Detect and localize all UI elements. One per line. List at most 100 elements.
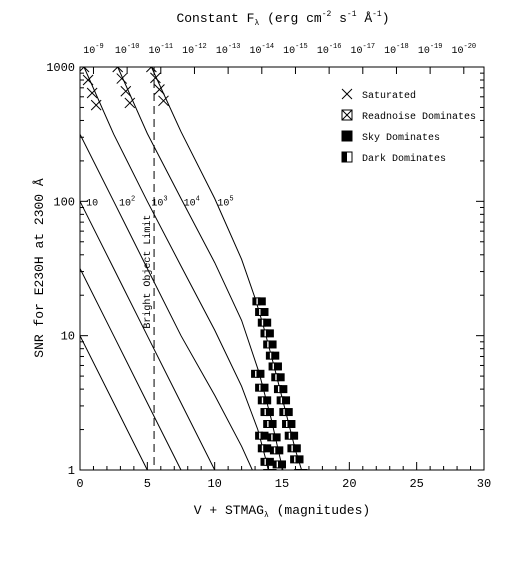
legend-cross-icon xyxy=(341,88,353,100)
curve-label: 10 xyxy=(86,198,98,209)
sky-marker xyxy=(263,396,272,405)
sky-marker xyxy=(265,408,274,417)
saturated-marker-stroke xyxy=(146,67,153,73)
sky-marker xyxy=(256,369,265,378)
top-axis-tick-exp: -11 xyxy=(161,43,174,51)
curve-label-base: 10 xyxy=(184,198,196,209)
top-axis-tick-label: 10-17 xyxy=(350,43,375,57)
sky-marker xyxy=(290,431,299,440)
top-axis-tick-exp: -18 xyxy=(396,43,409,51)
legend-label: Saturated xyxy=(362,90,416,102)
top-axis-units-c: Å xyxy=(357,11,373,26)
saturated-marker xyxy=(82,74,94,86)
top-axis-tick-base: 10 xyxy=(317,46,329,57)
series-line xyxy=(117,67,284,470)
curve-label: 102 xyxy=(119,195,135,209)
curve-label-base: 10 xyxy=(217,198,229,209)
dark-marker-fill xyxy=(251,370,256,378)
top-axis-tick-label: 10-19 xyxy=(418,43,443,57)
dark-marker-fill xyxy=(260,408,265,416)
saturated-marker-stroke xyxy=(82,74,94,86)
legend-label: Readnoise Dominates xyxy=(362,111,476,123)
saturated-marker-stroke xyxy=(158,95,169,107)
x-tick-label: 10 xyxy=(207,477,221,491)
legend-item: Readnoise Dominates xyxy=(341,109,476,123)
legend-star-icon xyxy=(341,109,353,121)
x-axis-label-tail: (magnitudes) xyxy=(269,503,370,518)
sky-marker xyxy=(299,468,308,470)
legend-half-square-icon xyxy=(342,152,347,162)
sky-marker xyxy=(278,460,286,469)
sky-marker xyxy=(271,351,280,360)
saturated-marker-stroke xyxy=(112,67,119,73)
dark-marker-fill xyxy=(266,352,270,360)
x-tick-label: 25 xyxy=(409,477,423,491)
x-tick-label: 5 xyxy=(144,477,151,491)
dark-marker-fill xyxy=(255,308,260,316)
sky-marker xyxy=(268,468,277,470)
top-axis-label-prefix: Constant F xyxy=(176,11,254,26)
dark-marker-fill xyxy=(279,408,284,416)
curve-label-base: 10 xyxy=(86,198,98,209)
legend-label: Dark Dominates xyxy=(362,153,446,165)
dark-marker-fill xyxy=(282,420,287,428)
saturated-marker xyxy=(154,84,165,95)
top-axis-tick-base: 10 xyxy=(451,46,463,57)
legend-filled-square-icon xyxy=(341,130,353,142)
sky-marker xyxy=(260,431,269,440)
top-axis-sup-c: -1 xyxy=(372,10,382,19)
top-axis-tick-label: 10-9 xyxy=(83,43,103,57)
dark-marker-fill xyxy=(260,458,265,466)
top-axis-tick-exp: -16 xyxy=(329,43,342,51)
top-axis-tick-exp: -17 xyxy=(363,43,376,51)
curve-label-base: 10 xyxy=(119,198,131,209)
top-axis-tick-exp: -9 xyxy=(95,43,103,51)
top-axis-tick-base: 10 xyxy=(83,46,95,57)
top-axis-tick-exp: -19 xyxy=(430,43,443,51)
dark-marker-fill xyxy=(269,362,273,370)
saturated-marker xyxy=(86,87,98,99)
saturated-marker xyxy=(112,67,124,73)
legend-item: Saturated xyxy=(341,88,416,102)
sky-marker xyxy=(265,457,274,466)
curve-label-base: 10 xyxy=(151,198,163,209)
legend-label: Sky Dominates xyxy=(362,132,440,144)
sky-marker xyxy=(260,308,269,317)
saturated-marker xyxy=(80,67,90,73)
dark-marker-fill xyxy=(274,385,278,393)
y-axis-title: SNR for E230H at 2300 Å xyxy=(32,178,47,358)
sky-marker xyxy=(263,318,272,327)
dark-marker-fill xyxy=(290,455,295,463)
sky-marker xyxy=(284,408,293,417)
x-axis-label-sub: λ xyxy=(264,511,269,520)
sky-marker xyxy=(282,396,291,405)
saturated-marker-stroke xyxy=(116,73,128,84)
top-axis-tick-label: 10-20 xyxy=(451,43,476,57)
saturated-marker-stroke xyxy=(150,72,161,84)
dark-marker-fill xyxy=(255,432,260,440)
sky-marker xyxy=(273,362,282,371)
curve-label: 105 xyxy=(217,195,233,209)
saturated-marker-stroke xyxy=(116,67,124,73)
saturated-marker-stroke xyxy=(124,97,136,109)
top-axis-tick-label: 10-12 xyxy=(182,43,207,57)
sky-marker xyxy=(260,383,269,392)
y-tick-label: 10 xyxy=(61,330,75,344)
top-axis-tick-label: 10-16 xyxy=(317,43,342,57)
curve-label-exp: 3 xyxy=(163,195,167,203)
top-axis-tick-label: 10-13 xyxy=(216,43,241,57)
x-axis-title: V + STMAGλ (magnitudes) xyxy=(194,503,370,520)
saturated-marker xyxy=(150,72,161,84)
sky-marker xyxy=(279,385,288,394)
saturated-marker-stroke xyxy=(86,87,98,99)
y-tick-label: 100 xyxy=(53,195,75,209)
top-axis-tick-label: 10-14 xyxy=(249,43,274,57)
top-axis-units-a: (erg cm xyxy=(259,11,322,26)
saturated-marker xyxy=(90,99,102,111)
saturated-marker-stroke xyxy=(83,67,90,73)
top-axis-units-b: s xyxy=(331,11,347,26)
top-axis-tick-base: 10 xyxy=(418,46,430,57)
